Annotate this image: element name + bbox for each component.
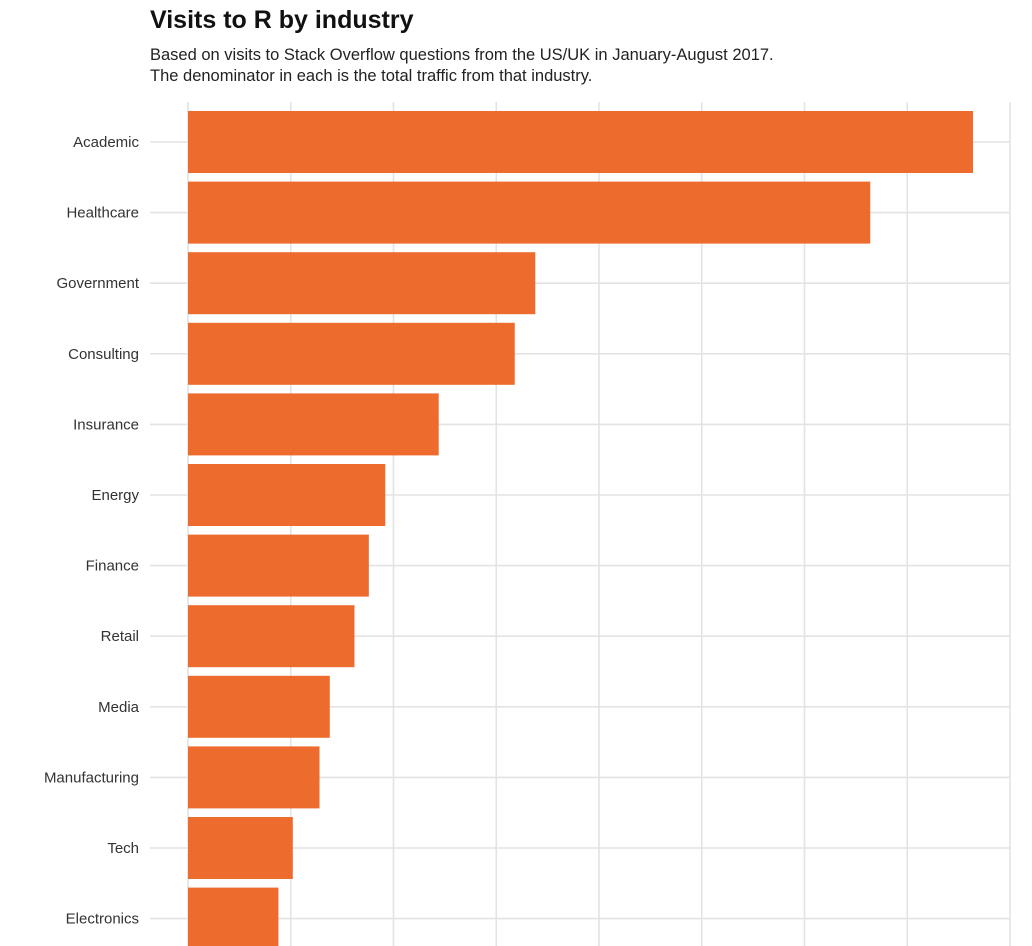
bar-tech xyxy=(188,817,293,879)
subtitle-line-2: The denominator in each is the total tra… xyxy=(150,67,593,85)
bar-manufacturing xyxy=(188,746,320,809)
bar-academic xyxy=(188,111,973,173)
bars xyxy=(188,111,973,946)
category-label: Government xyxy=(56,275,139,292)
bar-energy xyxy=(188,464,386,526)
category-labels: Academic Healthcare Government Consulting In… xyxy=(44,134,140,928)
bar-finance xyxy=(188,534,369,597)
bar-insurance xyxy=(188,393,439,456)
bar-consulting xyxy=(188,322,515,385)
category-label: Retail xyxy=(101,628,139,645)
category-label: Electronics xyxy=(66,911,139,928)
subtitle-line-1: Based on visits to Stack Overflow questi… xyxy=(150,46,774,64)
category-label: Academic xyxy=(73,134,139,151)
bar-electronics xyxy=(188,887,279,946)
category-label: Finance xyxy=(86,558,139,575)
category-label: Manufacturing xyxy=(44,769,139,786)
chart-subtitle: Based on visits to Stack Overflow questi… xyxy=(150,45,774,87)
bar-retail xyxy=(188,605,355,668)
category-label: Healthcare xyxy=(66,205,139,222)
chart-title: Visits to R by industry xyxy=(150,6,414,34)
bar-healthcare xyxy=(188,181,871,244)
category-label: Media xyxy=(98,699,140,716)
category-label: Consulting xyxy=(68,346,139,363)
bar-media xyxy=(188,675,330,738)
bar-government xyxy=(188,252,536,315)
category-label: Energy xyxy=(91,487,139,504)
category-label: Tech xyxy=(107,840,139,857)
category-label: Insurance xyxy=(73,416,139,433)
